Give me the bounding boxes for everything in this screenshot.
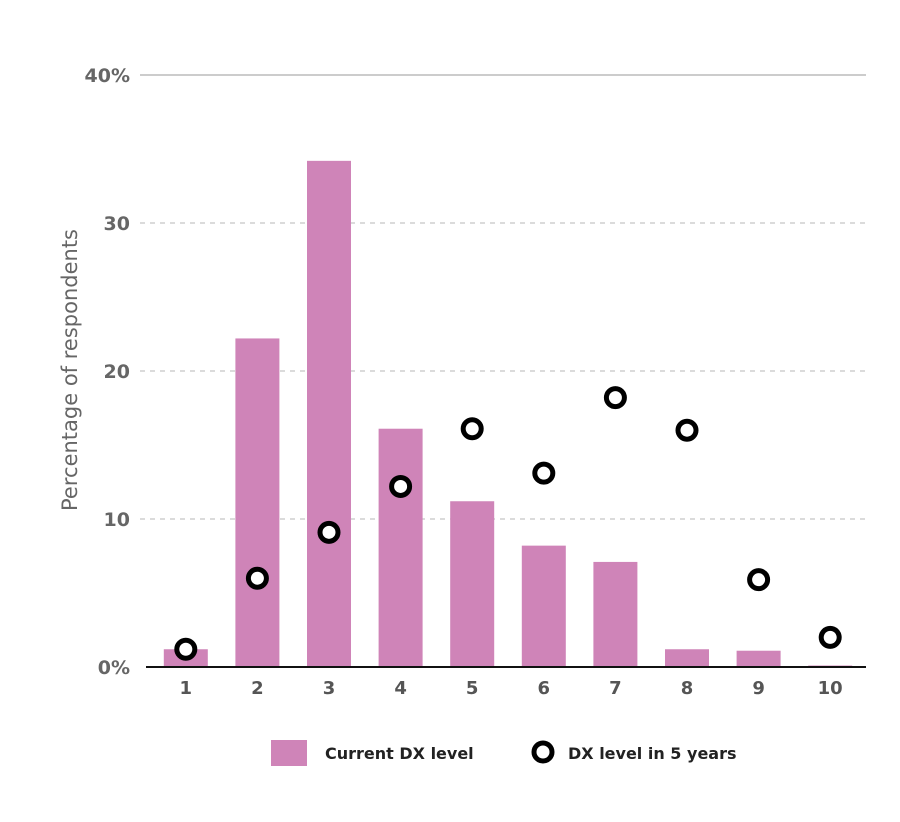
- x-tick-label: 6: [538, 678, 551, 699]
- x-tick-label: 1: [180, 678, 193, 699]
- point: [675, 418, 699, 442]
- bar: [450, 501, 495, 667]
- legend-swatch-bar: [271, 740, 307, 766]
- bar: [593, 561, 638, 667]
- point: [460, 417, 484, 441]
- bar: [736, 650, 781, 667]
- point: [747, 568, 771, 592]
- point: [818, 625, 842, 649]
- x-tick-label: 7: [609, 678, 622, 699]
- y-tick-label: 0%: [98, 657, 130, 679]
- y-tick-label: 10: [104, 509, 130, 531]
- point: [532, 461, 556, 485]
- bar: [521, 545, 566, 667]
- x-tick-label: 4: [394, 678, 407, 699]
- legend-swatch-circle: [531, 740, 555, 764]
- point: [317, 520, 341, 544]
- bar: [235, 338, 280, 667]
- y-axis-ticks: 0% 10 20 30 40%: [85, 65, 130, 679]
- point: [245, 566, 269, 590]
- point: [603, 386, 627, 410]
- x-axis-ticks: 1 2 3 4 5 6 7 8 9 10: [180, 678, 843, 699]
- x-tick-label: 10: [818, 678, 843, 699]
- y-tick-label: 30: [104, 213, 130, 235]
- point-series: [174, 386, 842, 661]
- bar-series: [163, 160, 853, 667]
- y-tick-label: 20: [104, 361, 130, 383]
- point: [389, 474, 413, 498]
- x-tick-label: 8: [681, 678, 694, 699]
- bar: [665, 649, 709, 667]
- x-tick-label: 2: [251, 678, 264, 699]
- x-tick-label: 9: [752, 678, 765, 699]
- point: [174, 637, 198, 661]
- y-tick-label: 40%: [85, 65, 130, 87]
- x-tick-label: 3: [323, 678, 336, 699]
- x-tick-label: 5: [466, 678, 479, 699]
- bar: [378, 428, 423, 667]
- legend-label-bar: Current DX level: [325, 744, 474, 763]
- y-axis-label: Percentage of respondents: [58, 229, 82, 511]
- legend-label-circle: DX level in 5 years: [568, 744, 737, 763]
- legend: Current DX level DX level in 5 years: [271, 740, 737, 766]
- bar: [307, 160, 351, 667]
